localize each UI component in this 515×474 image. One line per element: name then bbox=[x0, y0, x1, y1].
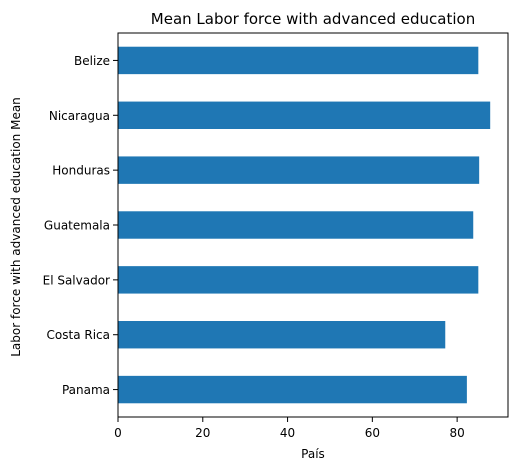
x-tick-label: 40 bbox=[280, 426, 295, 440]
y-tick-label: Belize bbox=[74, 54, 110, 68]
bar-panama bbox=[118, 375, 467, 404]
bar-belize bbox=[118, 46, 479, 75]
bar-honduras bbox=[118, 156, 480, 184]
bar-costa-rica bbox=[118, 321, 446, 349]
y-tick-label: Guatemala bbox=[44, 219, 110, 233]
x-tick-label: 60 bbox=[365, 426, 380, 440]
x-tick-label: 80 bbox=[449, 426, 464, 440]
y-tick-label: Panama bbox=[62, 383, 110, 397]
plot-frame bbox=[117, 32, 509, 418]
y-tick-label: Honduras bbox=[52, 164, 110, 178]
axes-layer: Belize Nicaragua Honduras Guatemala El Salva… bbox=[43, 32, 509, 440]
y-tick-label: Costa Rica bbox=[47, 328, 110, 342]
x-axis-title: País bbox=[301, 447, 325, 461]
y-tick-label: Nicaragua bbox=[49, 109, 110, 123]
bars-layer bbox=[118, 46, 491, 404]
y-axis-title: Labor force with advanced education Mean bbox=[9, 97, 23, 357]
x-tick-label: 0 bbox=[114, 426, 122, 440]
y-tick-label: El Salvador bbox=[43, 273, 110, 287]
bar-guatemala bbox=[118, 211, 474, 239]
bar-nicaragua bbox=[118, 101, 491, 129]
bar-el-salvador bbox=[118, 266, 479, 294]
chart-title: Mean Labor force with advanced education bbox=[151, 10, 475, 28]
x-tick-label: 20 bbox=[195, 426, 210, 440]
